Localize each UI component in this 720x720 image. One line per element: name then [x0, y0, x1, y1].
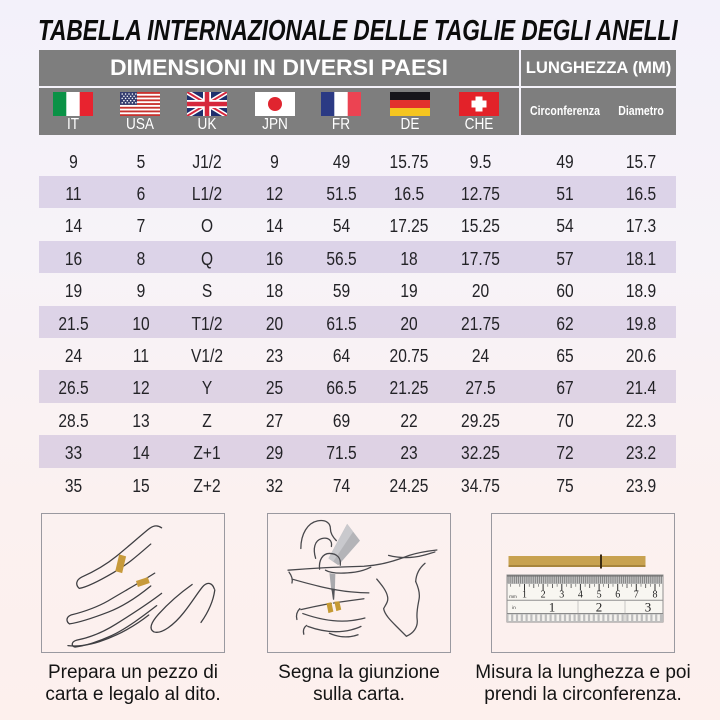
svg-text:5: 5	[597, 590, 602, 601]
svg-text:mm: mm	[509, 594, 517, 599]
svg-text:1: 1	[549, 600, 556, 615]
svg-text:1: 1	[522, 590, 527, 601]
svg-text:2: 2	[596, 600, 603, 615]
svg-text:2: 2	[541, 590, 546, 601]
svg-text:in: in	[512, 605, 516, 610]
svg-text:7: 7	[634, 590, 639, 601]
svg-text:3: 3	[559, 590, 564, 601]
svg-text:8: 8	[653, 590, 658, 601]
svg-text:6: 6	[615, 590, 620, 601]
svg-text:4: 4	[578, 590, 583, 601]
svg-text:3: 3	[645, 600, 652, 615]
